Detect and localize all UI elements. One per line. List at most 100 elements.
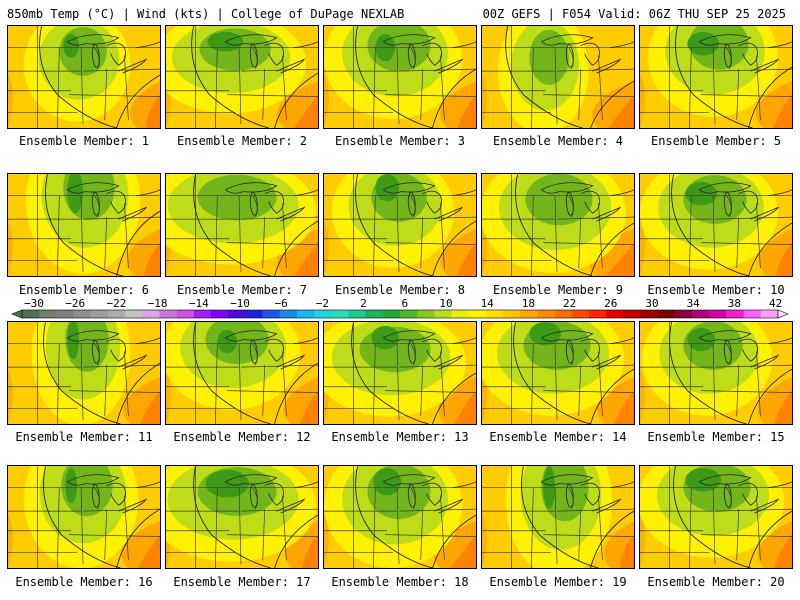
colorbar-segment	[554, 310, 573, 318]
ensemble-member-map	[7, 25, 161, 129]
ensemble-member-label: Ensemble Member: 11	[15, 430, 153, 444]
colorbar-tick-label: −22	[106, 297, 126, 310]
colorbar-segment	[400, 310, 418, 318]
colorbar-tick-label: −26	[65, 297, 85, 310]
ensemble-member-label: Ensemble Member: 12	[173, 430, 311, 444]
colorbar-tick-label: 38	[728, 297, 741, 310]
colorbar-tick-label: 34	[687, 297, 701, 310]
valid-time-label: 00Z GEFS | F054 Valid: 06Z THU SEP 25 20…	[482, 7, 786, 21]
colorbar-tick-label: 14	[481, 297, 495, 310]
colorbar-segment	[56, 310, 74, 318]
colorbar-tick-label: 30	[645, 297, 658, 310]
ensemble-member-label: Ensemble Member: 6	[18, 283, 150, 297]
ensemble-member-map	[165, 173, 319, 277]
colorbar-segment	[382, 310, 401, 318]
colorbar-tick-label: 18	[522, 297, 535, 310]
colorbar-tick-label: −30	[24, 297, 44, 310]
colorbar-segment	[760, 310, 779, 318]
temperature-field-map	[324, 466, 476, 568]
temperature-field-map	[166, 26, 318, 128]
temperature-field-map	[8, 26, 160, 128]
colorbar-segment	[125, 310, 143, 318]
colorbar-segment	[176, 310, 195, 318]
ensemble-member-map	[323, 465, 477, 569]
ensemble-member-label: Ensemble Member: 13	[331, 430, 469, 444]
colorbar-segment	[520, 310, 538, 318]
ensemble-member-label: Ensemble Member: 7	[176, 283, 308, 297]
colorbar-segment	[692, 310, 710, 318]
colorbar-segment	[606, 310, 624, 318]
ensemble-member-label: Ensemble Member: 18	[331, 575, 469, 589]
colorbar-segment	[434, 310, 452, 318]
colorbar-segment	[451, 310, 470, 318]
colorbar-tick-label: −14	[189, 297, 209, 310]
ensemble-member-label: Ensemble Member: 16	[15, 575, 153, 589]
colorbar-segment	[142, 310, 160, 318]
colorbar-segment	[314, 310, 332, 318]
colorbar-tick-label: −2	[316, 297, 329, 310]
ensemble-member-map	[639, 321, 793, 425]
ensemble-member-map	[323, 25, 477, 129]
colorbar-segment	[159, 310, 178, 318]
colorbar-segment	[331, 310, 349, 318]
temperature-field-map	[640, 466, 792, 568]
temperature-field-map	[640, 26, 792, 128]
ensemble-member-label: Ensemble Member: 19	[489, 575, 627, 589]
ensemble-member-map	[481, 25, 635, 129]
temperature-field-map	[166, 174, 318, 276]
colorbar-segment	[193, 310, 212, 318]
colorbar-segment	[537, 310, 556, 318]
colorbar-segment	[296, 310, 315, 318]
ensemble-member-label: Ensemble Member: 5	[650, 134, 782, 148]
colorbar-segment	[22, 310, 40, 318]
temperature-field-map	[8, 466, 160, 568]
colorbar-segment	[279, 310, 298, 318]
ensemble-member-label: Ensemble Member: 3	[334, 134, 466, 148]
ensemble-member-label: Ensemble Member: 17	[173, 575, 311, 589]
colorbar-segment	[348, 310, 367, 318]
colorbar-segment	[589, 310, 607, 318]
colorbar-tick-label: −18	[148, 297, 168, 310]
colorbar-segment	[73, 310, 92, 318]
ensemble-member-map	[165, 25, 319, 129]
ensemble-member-map	[481, 465, 635, 569]
ensemble-member-label: Ensemble Member: 8	[334, 283, 466, 297]
temperature-field-map	[8, 322, 160, 424]
colorbar-segment	[571, 310, 590, 318]
colorbar-segment	[674, 310, 693, 318]
ensemble-member-map	[323, 321, 477, 425]
colorbar-segment	[211, 310, 229, 318]
temperature-field-map	[640, 322, 792, 424]
ensemble-member-label: Ensemble Member: 4	[492, 134, 624, 148]
ensemble-member-label: Ensemble Member: 15	[647, 430, 785, 444]
colorbar-segment	[623, 310, 641, 318]
ensemble-member-map	[7, 173, 161, 277]
ensemble-member-map	[323, 173, 477, 277]
temperature-field-map	[324, 174, 476, 276]
ensemble-member-map	[639, 465, 793, 569]
colorbar-segment	[39, 310, 57, 318]
colorbar-tick-label: 22	[563, 297, 576, 310]
colorbar-segment	[709, 310, 727, 318]
colorbar-segment	[743, 310, 762, 318]
colorbar-segment	[107, 310, 126, 318]
colorbar-segment	[640, 310, 659, 318]
colorbar-segment	[726, 310, 745, 318]
temperature-field-map	[482, 466, 634, 568]
temperature-field-map	[8, 174, 160, 276]
ensemble-member-label: Ensemble Member: 9	[492, 283, 624, 297]
ensemble-member-map	[639, 25, 793, 129]
colorbar-segment	[365, 310, 384, 318]
ensemble-member-label: Ensemble Member: 20	[647, 575, 785, 589]
ensemble-member-map	[481, 173, 635, 277]
colorbar-tick-label: −6	[275, 297, 288, 310]
colorbar-tick-label: 26	[604, 297, 617, 310]
ensemble-member-map	[165, 321, 319, 425]
temperature-field-map	[482, 26, 634, 128]
ensemble-member-map	[7, 321, 161, 425]
colorbar-segment	[468, 310, 487, 318]
temperature-field-map	[166, 466, 318, 568]
ensemble-member-label: Ensemble Member: 1	[18, 134, 150, 148]
colorbar-segment	[485, 310, 504, 318]
colorbar-tick-label: 10	[439, 297, 452, 310]
